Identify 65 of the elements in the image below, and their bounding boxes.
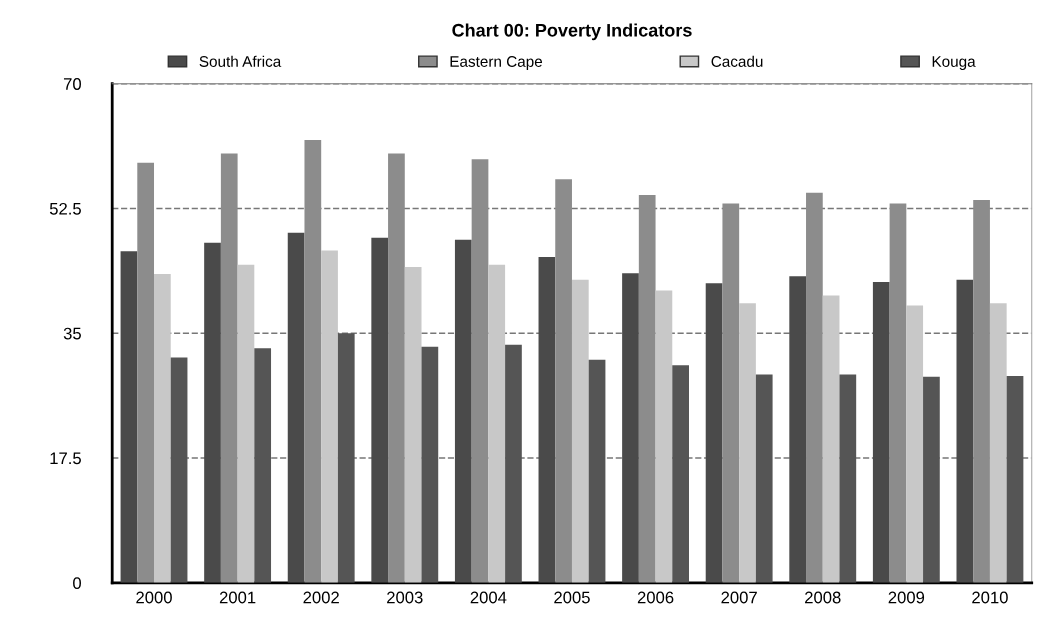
bar	[254, 348, 272, 583]
bar	[906, 305, 924, 583]
bar	[454, 239, 472, 583]
x-tick-label: 2008	[805, 591, 841, 604]
y-tick-label: 70	[63, 78, 82, 90]
bar	[404, 266, 422, 583]
y-tick-label: 52.5	[49, 202, 81, 215]
bar	[755, 374, 773, 583]
bar	[555, 179, 572, 583]
x-tick-label: 2004	[470, 591, 507, 604]
bar	[571, 279, 589, 583]
bar	[237, 264, 255, 583]
bar	[154, 274, 171, 583]
bar	[839, 374, 857, 583]
bar	[622, 273, 639, 583]
bar	[488, 264, 506, 583]
bar	[287, 232, 305, 583]
y-tick-label: 0	[73, 577, 82, 589]
bar	[989, 303, 1007, 583]
bar	[304, 140, 322, 583]
bar	[655, 290, 673, 583]
legend-label: South Africa	[199, 55, 282, 67]
bar	[822, 295, 840, 583]
bar	[806, 192, 823, 583]
bar	[170, 357, 188, 583]
y-tick-label: 17.5	[50, 452, 81, 465]
x-tick-label: 2005	[554, 591, 590, 604]
bar	[204, 242, 221, 583]
legend-label: Eastern Cape	[450, 56, 543, 70]
bar	[956, 279, 974, 583]
chart-title: Chart 00: Poverty Indicators	[452, 23, 692, 41]
y-tick-label: 35	[63, 327, 81, 340]
bar	[471, 159, 489, 583]
legend-label: Cacadu	[711, 55, 763, 67]
bar	[421, 346, 439, 583]
bar	[705, 283, 723, 583]
bar	[588, 359, 606, 583]
bar	[505, 344, 522, 583]
x-tick-label: 2006	[637, 591, 674, 604]
bar	[388, 153, 405, 583]
x-tick-label: 2002	[303, 591, 339, 604]
bar	[923, 376, 940, 583]
x-tick-label: 2007	[721, 591, 757, 604]
x-tick-label: 2010	[972, 591, 1008, 604]
bar	[371, 237, 389, 583]
bar	[739, 303, 756, 583]
x-tick-label: 2003	[387, 591, 423, 604]
x-tick-label: 2001	[219, 591, 256, 604]
bar	[638, 194, 656, 583]
bar	[538, 256, 556, 583]
bar	[220, 153, 238, 583]
bar	[789, 276, 807, 583]
bar	[872, 281, 890, 583]
bar	[889, 203, 907, 583]
bar	[973, 199, 990, 583]
bar	[137, 162, 155, 583]
bar	[120, 251, 138, 583]
bar	[672, 365, 689, 583]
bar	[337, 333, 355, 583]
legend-label: Kouga	[932, 56, 976, 70]
bar	[321, 250, 338, 583]
bar	[1006, 376, 1024, 583]
x-tick-label: 2000	[136, 591, 172, 604]
bar	[722, 203, 740, 583]
x-tick-label: 2009	[888, 591, 925, 604]
